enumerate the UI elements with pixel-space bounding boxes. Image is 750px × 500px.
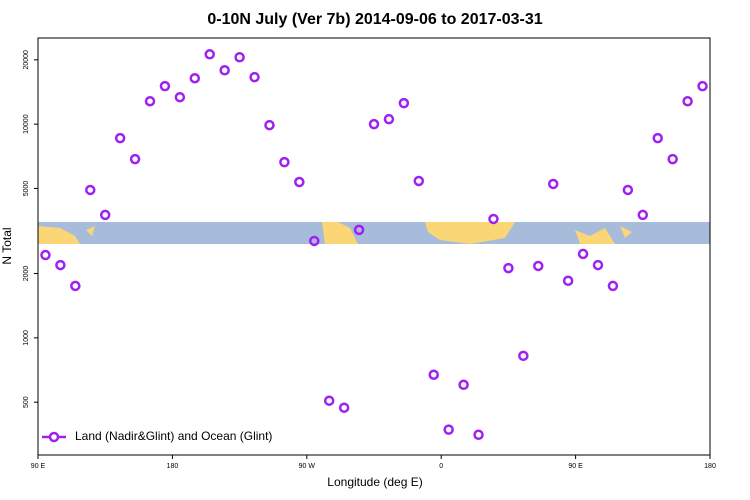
point [353,224,365,236]
legend-marker [48,431,60,443]
x-tick-label: 90 W [299,463,316,470]
point [682,95,693,107]
point [518,350,529,362]
y-tick-label: 10000 [23,114,30,134]
y-tick-label: 20000 [23,50,30,70]
y-tick-label: 5000 [23,181,30,197]
x-axis-label: Longitude (deg E) [327,475,422,489]
point [189,72,201,84]
point [637,209,649,221]
point [309,235,320,247]
point [174,91,186,103]
y-tick-label: 2000 [23,266,30,282]
plot-frame [37,37,711,456]
point [99,209,111,221]
point [428,369,439,380]
y-axis-label: N Total [0,227,14,264]
point [383,113,395,125]
point [547,178,559,190]
point [577,248,589,260]
point [294,176,305,188]
point [458,379,469,391]
point [607,280,619,292]
point [368,118,380,130]
point [562,275,574,287]
point [70,280,81,292]
x-tick-label: 180 [167,463,179,470]
chart-title: 0-10N July (Ver 7b) 2014-09-06 to 2017-0… [207,11,542,28]
point [398,97,410,109]
point [443,424,454,435]
x-tick-label: 90 E [568,463,583,470]
point [129,153,141,165]
point [55,259,66,271]
point [338,402,350,413]
point [323,395,335,406]
point [503,262,514,274]
point [114,132,126,144]
point [533,260,544,272]
x-tick-label: 0 [439,463,443,470]
point [622,184,634,196]
point [159,80,171,92]
y-tick-label: 1000 [23,330,30,346]
legend-label: Land (Nadir&Glint) and Ocean (Glint) [75,429,272,443]
y-tick-label: 500 [23,396,30,408]
point [488,213,499,225]
point [413,175,425,187]
map-band [38,222,710,244]
point [144,95,156,107]
point [219,65,230,76]
x-tick-label: 180 [704,463,716,470]
point [204,49,215,60]
point [249,71,260,83]
point [667,153,678,165]
point [473,429,484,441]
point [234,52,245,63]
point [652,132,663,144]
x-tick-label: 90 E [31,463,46,470]
point [40,249,51,261]
point [697,80,708,92]
point [592,259,604,271]
point [264,119,275,131]
point [85,184,96,196]
point [279,156,290,168]
